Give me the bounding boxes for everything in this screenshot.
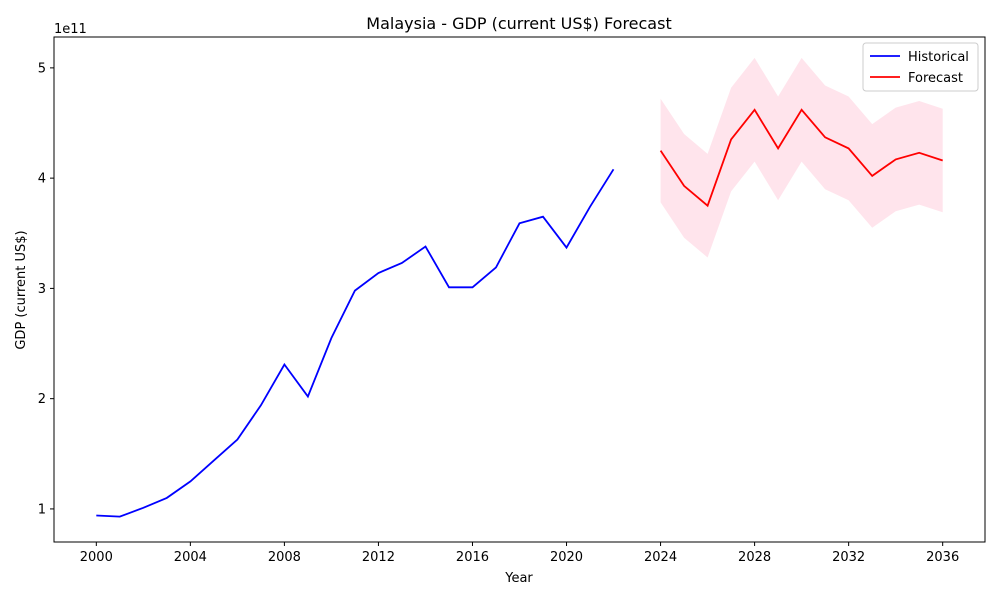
x-tick-label: 2000 [80,550,113,565]
legend-forecast-label: Forecast [908,71,963,86]
y-tick-label: 1 [38,502,46,517]
forecast-series-line [659,108,943,208]
y-tick-label: 5 [38,61,46,76]
y-tick-label: 4 [38,172,46,187]
x-tick-label: 2024 [644,550,677,565]
y-tick-label: 2 [38,392,46,407]
x-tick-label: 2008 [268,550,301,565]
x-tick-label: 2012 [362,550,395,565]
x-tick-label: 2036 [926,550,959,565]
y-tick-label: 3 [38,282,46,297]
legend-historical-label: Historical [908,50,969,65]
x-tick-label: 2032 [832,550,865,565]
legend: Historical Forecast [862,42,979,92]
x-tick-label: 2020 [550,550,583,565]
plot-frame [53,36,986,543]
forecast-confidence-band [660,57,943,258]
y-axis: 1 2 3 4 5 [38,61,54,517]
legend-box [862,42,979,92]
x-axis: 2000 2004 2008 2012 2016 2020 2024 2028 2032 2036 [80,542,959,565]
x-tick-label: 2028 [738,550,771,565]
plot-area [96,57,943,518]
x-tick-label: 2004 [174,550,207,565]
x-tick-label: 2016 [456,550,489,565]
historical-series-line [96,168,615,518]
chart-title: Malaysia - GDP (current US$) Forecast [366,14,671,33]
y-offset-label: 1e11 [54,22,87,37]
y-axis-label: GDP (current US$) [14,230,29,349]
x-axis-label: Year [504,571,533,586]
